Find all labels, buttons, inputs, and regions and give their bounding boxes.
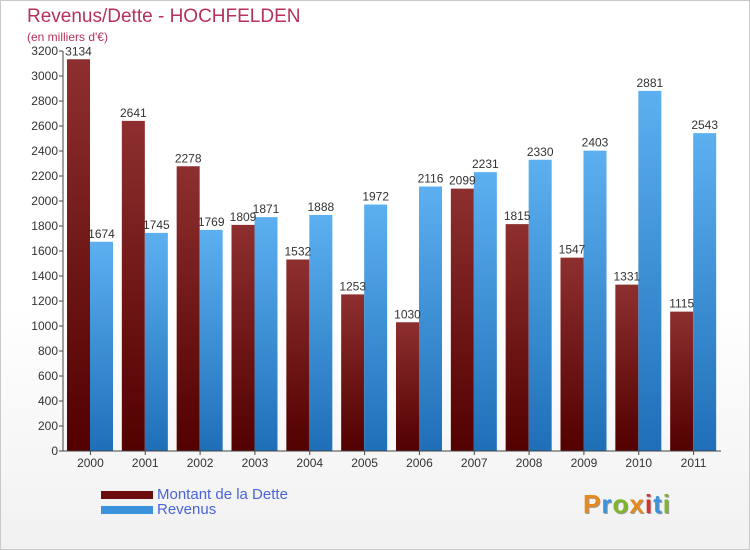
data-label-revenus-2000: 1674	[88, 227, 115, 241]
y-tick-label: 2600	[31, 119, 58, 133]
bar-dette-2008	[505, 224, 529, 451]
data-label-revenus-2007: 2231	[472, 157, 499, 171]
bar-dette-2004	[286, 259, 310, 451]
logo-letter: r	[601, 489, 613, 519]
bar-dette-2007	[450, 188, 474, 451]
data-label-dette-2007: 2099	[449, 174, 476, 188]
data-label-dette-2000: 3134	[65, 44, 92, 58]
y-tick-label: 800	[38, 344, 58, 358]
data-label-revenus-2004: 1888	[307, 200, 334, 214]
bar-revenus-2007	[473, 172, 497, 451]
y-tick-label: 3200	[31, 44, 58, 58]
logo-letter: x	[629, 489, 645, 519]
y-tick-label: 2000	[31, 194, 58, 208]
bar-revenus-2002	[199, 229, 223, 451]
data-label-dette-2004: 1532	[284, 245, 311, 259]
proxiti-logo: Proxiti	[583, 489, 671, 520]
bar-revenus-2001	[144, 232, 168, 451]
x-tick-label-2005: 2005	[351, 456, 378, 470]
x-tick-label-2001: 2001	[132, 456, 159, 470]
x-tick-label-2009: 2009	[571, 456, 598, 470]
x-tick-label-2010: 2010	[625, 456, 652, 470]
data-label-revenus-2010: 2881	[636, 76, 663, 90]
y-tick-label: 600	[38, 369, 58, 383]
bar-dette-2010	[615, 284, 639, 451]
data-label-dette-2011: 1115	[669, 297, 694, 311]
data-label-dette-2006: 1030	[394, 307, 421, 321]
x-tick-label-2008: 2008	[516, 456, 543, 470]
data-label-revenus-2003: 1871	[253, 202, 280, 216]
x-tick-label-2004: 2004	[296, 456, 323, 470]
legend-label-revenus: Revenus	[157, 501, 217, 518]
data-label-dette-2008: 1815	[504, 209, 531, 223]
y-tick-label: 1200	[31, 294, 58, 308]
y-tick-label: 1400	[31, 269, 58, 283]
logo-letter: t	[653, 489, 663, 519]
bar-dette-2003	[231, 224, 255, 451]
x-tick-label-2000: 2000	[77, 456, 104, 470]
y-tick-label: 200	[38, 419, 58, 433]
y-tick-label: 2400	[31, 144, 58, 158]
bar-dette-2000	[67, 59, 90, 451]
legend-label-dette: Montant de la Dette	[157, 486, 288, 503]
x-tick-label-2007: 2007	[461, 456, 488, 470]
logo-letter: o	[612, 489, 630, 519]
bar-revenus-2008	[528, 159, 552, 451]
bar-dette-2005	[341, 294, 365, 451]
bar-dette-2002	[176, 166, 200, 451]
bar-revenus-2000	[90, 241, 113, 451]
bar-dette-2009	[560, 257, 584, 451]
data-label-revenus-2009: 2403	[582, 136, 609, 150]
y-tick-label: 2200	[31, 169, 58, 183]
x-tick-label-2003: 2003	[242, 456, 269, 470]
y-tick-label: 1800	[31, 219, 58, 233]
data-label-dette-2003: 1809	[230, 210, 257, 224]
x-tick-label-2002: 2002	[187, 456, 214, 470]
logo-letter: P	[583, 489, 602, 519]
logo-letter: i	[662, 489, 671, 519]
data-label-dette-2005: 1253	[339, 279, 366, 293]
bar-revenus-2003	[254, 217, 278, 451]
bar-revenus-2010	[638, 90, 662, 451]
x-tick-label-2006: 2006	[406, 456, 433, 470]
logo-letter: i	[644, 489, 654, 519]
data-label-dette-2009: 1547	[559, 243, 586, 257]
bar-revenus-2011	[693, 133, 717, 451]
chart-title: Revenus/Dette - HOCHFELDEN	[27, 6, 301, 27]
data-label-revenus-2001: 1745	[143, 218, 170, 232]
bar-revenus-2006	[419, 186, 442, 451]
chart-subtitle: (en milliers d'€)	[27, 30, 108, 44]
data-label-revenus-2002: 1769	[198, 215, 225, 229]
data-label-dette-2010: 1331	[613, 270, 640, 284]
data-label-revenus-2006: 2116	[418, 172, 444, 186]
bar-revenus-2004	[309, 215, 333, 451]
y-tick-label: 3000	[31, 69, 58, 83]
data-label-dette-2002: 2278	[175, 151, 202, 165]
data-label-revenus-2005: 1972	[362, 190, 389, 204]
legend-swatch-dette	[101, 491, 153, 499]
data-label-revenus-2011: 2543	[691, 118, 718, 132]
bar-revenus-2009	[583, 150, 607, 451]
bar-revenus-2005	[364, 204, 388, 451]
bar-dette-2001	[121, 120, 145, 451]
y-tick-label: 1000	[31, 319, 58, 333]
data-label-dette-2001: 2641	[120, 106, 147, 120]
y-tick-label: 0	[51, 444, 58, 458]
y-tick-label: 1600	[31, 244, 58, 258]
y-tick-label: 400	[38, 394, 58, 408]
bar-dette-2006	[396, 322, 419, 451]
y-tick-label: 2800	[31, 94, 58, 108]
data-label-revenus-2008: 2330	[527, 145, 554, 159]
legend-swatch-revenus	[101, 506, 153, 514]
bar-dette-2011	[670, 311, 694, 451]
x-tick-label-2011: 2011	[681, 456, 707, 470]
